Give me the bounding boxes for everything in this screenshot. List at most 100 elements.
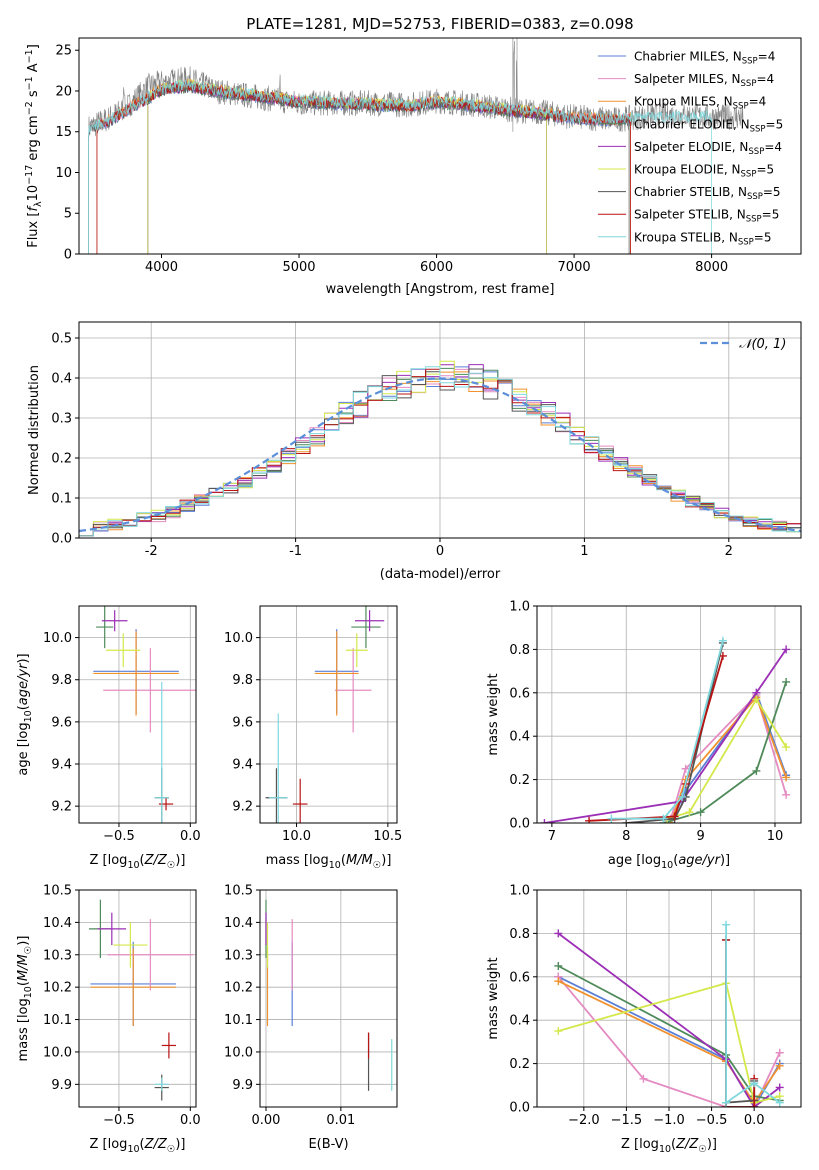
figure-title: PLATE=1281, MJD=52753, FIBERID=0383, z=0… [246,15,633,33]
x-tick-label: 0.00 [252,1113,281,1128]
age_vs_mass-frame [259,605,398,824]
x-axis-label: age [log10(age/yr)] [608,853,730,871]
legend-label: Salpeter MILES, NSSP=4 [634,72,774,89]
mass_vs_Z-frame [78,889,197,1108]
mass_vs_EBV-axes: 0.00 0.01 9.9 10.0 10.1 10.2 10.3 10.4 10.5 E(B-V… [224,884,398,1152]
data-point-marker [752,766,761,775]
errorbar-kroupa-stelib [269,713,288,823]
y-tick-label: 0.2 [509,773,530,788]
errorbar-chabrier-elodie [96,606,114,649]
y-tick-label: 10.0 [224,631,253,646]
x-tick-label: 5000 [282,260,315,275]
data-point-marker [718,651,727,660]
y-tick-label: 0.1 [51,492,72,507]
x-tick-label: −0.5 [696,1113,728,1128]
errorbar-salpeter-stelib [158,797,174,811]
y-tick-label: 9.2 [51,800,72,815]
y-axis-label: age [log10(age/yr)] [16,653,34,775]
legend: Chabrier MILES, NSSP=4 Salpeter MILES, NS… [598,50,783,247]
y-tick-label: 0 [64,248,72,263]
y-tick-label: 10.1 [224,1013,253,1028]
series-line [663,681,787,823]
y-tick-label: 0.0 [509,817,530,832]
x-tick-label: 1 [580,544,588,559]
errorbar-salpeter-stelib [161,1032,177,1059]
errorbar-salpeter-miles [334,648,372,733]
mass_vs_EBV-plot-area [265,899,393,1091]
y-tick-label: 9.8 [51,673,72,688]
data-point-marker [775,1098,784,1107]
y-tick-label: 1.0 [509,884,530,899]
series-line [670,693,787,819]
x-tick-label: 7 [548,829,556,844]
y-tick-label: 1.0 [509,600,530,615]
y-axis-label: mass weight [486,957,501,1039]
y-tick-label: 0.4 [51,372,72,387]
y-axis-label: mass [log10(M/M☉)] [16,936,34,1062]
x-tick-label: 10.0 [282,829,311,844]
legend-label: Salpeter ELODIE, NSSP=4 [634,140,782,157]
data-point-marker [750,1103,759,1107]
massweight_vs_age-axes: 7 8 9 10 0.0 0.2 0.4 0.6 0.8 1.0 age [log10(age/yr… [486,600,802,871]
mass_vs_Z-axes: −0.5 0.0 9.9 10.0 10.1 10.2 10.3 10.4 10.5 Z [log… [16,884,201,1156]
x-tick-label: 0.0 [744,1113,765,1128]
y-tick-label: 9.6 [51,715,72,730]
x-tick-label: 0 [436,544,444,559]
y-tick-label: 10.5 [43,884,72,899]
data-point-marker [554,977,563,986]
legend-label: Kroupa MILES, NSSP=4 [634,95,766,112]
y-axis-label: mass weight [486,673,501,755]
massweight_vs_age-plot-area [540,636,791,823]
y-tick-label: 10.0 [43,631,72,646]
x-tick-label: −1.5 [611,1113,643,1128]
errorbar-chabrier-elodie [351,606,381,649]
errorbar-kroupa-elodie [345,633,368,668]
y-tick-label: 10.1 [43,1013,72,1028]
y-tick-label: 10.4 [224,916,253,931]
series-salpeter-miles [666,690,791,823]
data-point-marker [782,743,791,752]
x-tick-label: 8 [622,829,630,844]
x-tick-label: 10.5 [373,829,402,844]
errorbar-salpeter-elodie [101,610,128,632]
spectrum-frame [78,37,802,255]
x-tick-label: 10 [767,829,784,844]
massweight_vs_age-frame [536,605,802,824]
errorbar-salpeter-stelib [292,778,308,823]
y-tick-label: 0.6 [509,970,530,985]
errorbar-kroupa-miles [90,948,177,1027]
panels: 4000 5000 6000 7000 80000510152025wavelength… [16,37,802,1156]
data-point-marker [696,808,705,817]
x-tick-label: 4000 [145,260,178,275]
y-axis-label: Flux [fλ10−17 erg cm−2 s−1 A−1] [24,44,44,248]
legend-label-gaussian: 𝒩(0, 1) [739,337,786,352]
y-tick-label: 0.8 [509,643,530,658]
massweight_vs_Z-plot-area [554,920,784,1107]
errorbar-kroupa-elodie [113,922,148,968]
data-point-marker [554,1027,563,1036]
y-tick-label: 10.0 [43,1045,72,1060]
age_vs_Z-plot-area [93,606,196,823]
x-tick-label: 0.0 [180,1113,201,1128]
data-point-marker [585,816,594,823]
errorbar-kroupa-stelib [154,681,169,823]
data-point-marker [659,814,668,823]
y-tick-label: 10.4 [43,916,72,931]
y-tick-label: 15 [55,125,72,140]
y-tick-label: 5 [64,207,72,222]
data-point-marker [678,792,687,801]
y-tick-label: 9.6 [232,715,253,730]
x-axis-label: Z [log10(Z/Z☉)] [90,1137,186,1155]
series-line [725,939,756,1104]
series-salpeter-stelib [585,651,727,823]
x-axis-label: Z [log10(Z/Z☉)] [90,853,186,871]
x-tick-label: 9 [696,829,704,844]
y-tick-label: 0.6 [509,686,530,701]
y-tick-label: 9.2 [232,800,253,815]
y-tick-label: 10.2 [224,981,253,996]
residuals-axes: -2 -1 0 1 2 0.0 0.1 0.2 0.3 0.4 0.5 𝒩(0, 1) (data-mo… [27,321,802,582]
y-tick-label: 0.0 [51,532,72,547]
data-point-marker [540,819,549,823]
y-tick-label: 0.0 [509,1101,530,1116]
